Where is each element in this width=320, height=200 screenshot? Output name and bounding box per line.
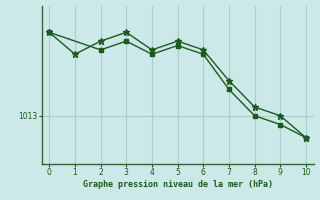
X-axis label: Graphe pression niveau de la mer (hPa): Graphe pression niveau de la mer (hPa) xyxy=(83,180,273,189)
